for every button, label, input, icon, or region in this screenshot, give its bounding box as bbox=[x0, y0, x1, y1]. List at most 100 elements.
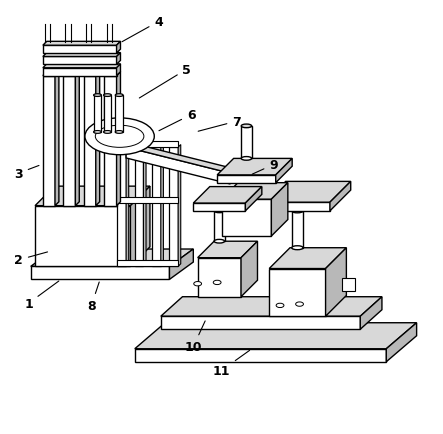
Polygon shape bbox=[269, 248, 346, 269]
Polygon shape bbox=[198, 242, 257, 258]
Polygon shape bbox=[152, 148, 161, 267]
Ellipse shape bbox=[93, 95, 101, 97]
Polygon shape bbox=[292, 211, 303, 248]
Polygon shape bbox=[170, 148, 178, 267]
Polygon shape bbox=[330, 182, 351, 211]
Text: 2: 2 bbox=[14, 252, 47, 267]
Polygon shape bbox=[130, 187, 150, 267]
Polygon shape bbox=[117, 53, 120, 65]
Polygon shape bbox=[43, 57, 117, 65]
Polygon shape bbox=[84, 76, 96, 206]
Ellipse shape bbox=[115, 131, 123, 134]
Polygon shape bbox=[135, 148, 144, 267]
Polygon shape bbox=[222, 183, 288, 200]
Text: 9: 9 bbox=[252, 158, 278, 175]
Polygon shape bbox=[117, 197, 178, 204]
Polygon shape bbox=[241, 127, 252, 159]
Polygon shape bbox=[269, 269, 326, 316]
Polygon shape bbox=[178, 145, 181, 267]
Polygon shape bbox=[55, 72, 59, 206]
Polygon shape bbox=[63, 72, 79, 76]
Ellipse shape bbox=[93, 131, 101, 134]
Polygon shape bbox=[31, 267, 170, 280]
Polygon shape bbox=[217, 175, 276, 183]
Polygon shape bbox=[117, 42, 120, 54]
Polygon shape bbox=[135, 323, 416, 349]
Polygon shape bbox=[193, 204, 245, 211]
Polygon shape bbox=[126, 144, 234, 174]
Polygon shape bbox=[126, 148, 230, 184]
Polygon shape bbox=[43, 42, 120, 46]
Text: 11: 11 bbox=[213, 351, 249, 377]
Polygon shape bbox=[117, 72, 120, 206]
Polygon shape bbox=[115, 96, 123, 133]
Polygon shape bbox=[105, 76, 117, 206]
Polygon shape bbox=[342, 279, 355, 291]
Polygon shape bbox=[161, 145, 163, 267]
Polygon shape bbox=[265, 203, 330, 211]
Ellipse shape bbox=[214, 240, 225, 243]
Polygon shape bbox=[93, 96, 101, 133]
Polygon shape bbox=[326, 248, 346, 316]
Polygon shape bbox=[193, 187, 262, 204]
Text: 10: 10 bbox=[185, 321, 205, 353]
Ellipse shape bbox=[241, 125, 252, 128]
Text: 6: 6 bbox=[159, 109, 195, 132]
Ellipse shape bbox=[95, 126, 144, 148]
Polygon shape bbox=[43, 46, 117, 54]
Ellipse shape bbox=[104, 131, 111, 134]
Polygon shape bbox=[241, 242, 257, 297]
Text: 3: 3 bbox=[14, 166, 39, 180]
Polygon shape bbox=[222, 200, 272, 237]
Polygon shape bbox=[272, 183, 288, 237]
Polygon shape bbox=[75, 72, 79, 206]
Polygon shape bbox=[161, 297, 382, 316]
Ellipse shape bbox=[194, 282, 202, 286]
Polygon shape bbox=[214, 211, 225, 242]
Polygon shape bbox=[35, 187, 150, 206]
Polygon shape bbox=[84, 72, 100, 76]
Text: 7: 7 bbox=[198, 115, 241, 132]
Polygon shape bbox=[126, 145, 129, 267]
Polygon shape bbox=[198, 258, 241, 297]
Polygon shape bbox=[386, 323, 416, 362]
Polygon shape bbox=[63, 76, 75, 206]
Ellipse shape bbox=[295, 302, 303, 306]
Text: 5: 5 bbox=[139, 63, 191, 99]
Polygon shape bbox=[117, 141, 178, 148]
Polygon shape bbox=[144, 145, 146, 267]
Polygon shape bbox=[117, 65, 120, 76]
Polygon shape bbox=[161, 316, 360, 329]
Polygon shape bbox=[360, 297, 382, 329]
Polygon shape bbox=[43, 53, 120, 57]
Polygon shape bbox=[135, 349, 386, 362]
Polygon shape bbox=[96, 72, 100, 206]
Text: 4: 4 bbox=[122, 16, 163, 43]
Ellipse shape bbox=[292, 210, 303, 214]
Polygon shape bbox=[245, 187, 262, 211]
Polygon shape bbox=[31, 250, 193, 267]
Polygon shape bbox=[104, 96, 111, 133]
Polygon shape bbox=[117, 148, 126, 267]
Ellipse shape bbox=[292, 246, 303, 250]
Text: 1: 1 bbox=[24, 281, 59, 310]
Ellipse shape bbox=[241, 157, 252, 161]
Polygon shape bbox=[170, 250, 193, 280]
Polygon shape bbox=[276, 159, 292, 183]
Polygon shape bbox=[43, 69, 117, 76]
Polygon shape bbox=[117, 260, 178, 267]
Polygon shape bbox=[105, 72, 120, 76]
Ellipse shape bbox=[115, 95, 123, 97]
Ellipse shape bbox=[276, 303, 284, 308]
Polygon shape bbox=[265, 182, 351, 203]
Polygon shape bbox=[43, 65, 120, 69]
Polygon shape bbox=[35, 206, 130, 267]
Ellipse shape bbox=[85, 118, 154, 155]
Ellipse shape bbox=[213, 281, 221, 285]
Polygon shape bbox=[43, 76, 55, 206]
Polygon shape bbox=[217, 159, 292, 175]
Text: 8: 8 bbox=[87, 283, 99, 312]
Polygon shape bbox=[43, 72, 59, 76]
Ellipse shape bbox=[214, 210, 225, 213]
Ellipse shape bbox=[104, 95, 111, 97]
